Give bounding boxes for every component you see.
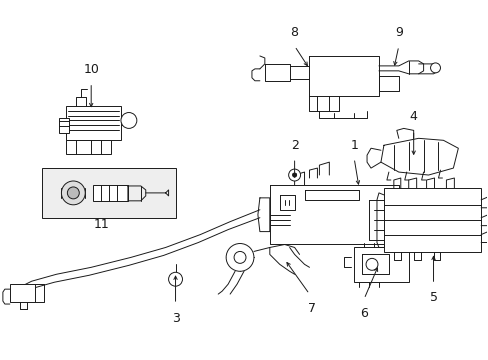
Text: 10: 10 <box>83 63 99 76</box>
Text: 6: 6 <box>359 307 367 320</box>
Text: 11: 11 <box>93 218 109 231</box>
Text: 7: 7 <box>308 302 316 315</box>
Text: 2: 2 <box>290 139 298 152</box>
Text: 4: 4 <box>409 111 417 123</box>
Bar <box>66 105 121 140</box>
Circle shape <box>121 113 137 129</box>
Circle shape <box>61 181 85 205</box>
Circle shape <box>429 63 440 73</box>
Bar <box>66 140 111 154</box>
Text: 1: 1 <box>349 139 357 152</box>
Bar <box>60 118 69 133</box>
Bar <box>93 185 128 201</box>
Text: 9: 9 <box>394 26 402 39</box>
Text: 3: 3 <box>171 312 179 325</box>
Circle shape <box>366 258 377 270</box>
Text: 8: 8 <box>290 26 298 39</box>
Bar <box>10 284 35 302</box>
Circle shape <box>234 251 245 264</box>
Circle shape <box>168 272 182 286</box>
Text: 5: 5 <box>428 291 437 304</box>
Circle shape <box>67 187 79 199</box>
Bar <box>383 188 480 252</box>
Bar <box>353 247 408 282</box>
Circle shape <box>225 243 253 271</box>
Circle shape <box>292 173 296 177</box>
Circle shape <box>288 169 300 181</box>
Bar <box>41 168 175 218</box>
